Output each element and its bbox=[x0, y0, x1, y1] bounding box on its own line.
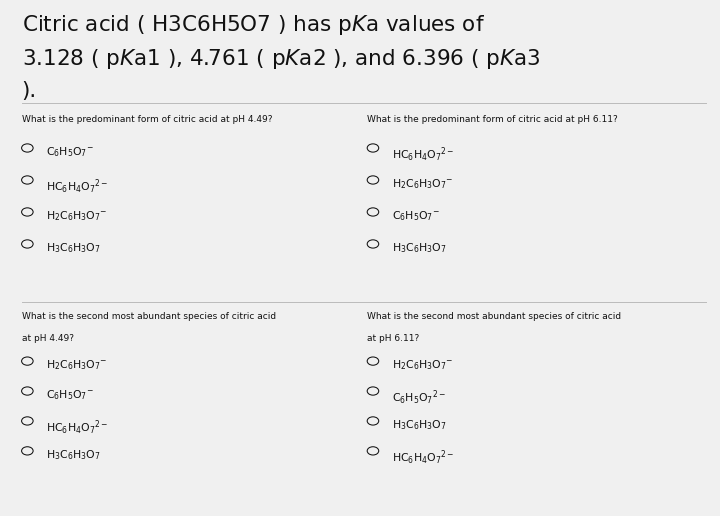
Text: HC$_{6}$H$_{4}$O$_{7}$$^{2-}$: HC$_{6}$H$_{4}$O$_{7}$$^{2-}$ bbox=[46, 178, 109, 196]
Text: What is the second most abundant species of citric acid: What is the second most abundant species… bbox=[367, 312, 621, 320]
Text: What is the predominant form of citric acid at pH 4.49?: What is the predominant form of citric a… bbox=[22, 115, 272, 123]
Text: H$_{2}$C$_{6}$H$_{3}$O$_{7}$$^{-}$: H$_{2}$C$_{6}$H$_{3}$O$_{7}$$^{-}$ bbox=[392, 359, 453, 373]
Text: H$_{2}$C$_{6}$H$_{3}$O$_{7}$$^{-}$: H$_{2}$C$_{6}$H$_{3}$O$_{7}$$^{-}$ bbox=[392, 178, 453, 191]
Text: at pH 4.49?: at pH 4.49? bbox=[22, 334, 73, 343]
Text: What is the predominant form of citric acid at pH 6.11?: What is the predominant form of citric a… bbox=[367, 115, 618, 123]
Text: H$_{3}$C$_{6}$H$_{3}$O$_{7}$: H$_{3}$C$_{6}$H$_{3}$O$_{7}$ bbox=[46, 448, 101, 462]
Text: H$_{3}$C$_{6}$H$_{3}$O$_{7}$: H$_{3}$C$_{6}$H$_{3}$O$_{7}$ bbox=[392, 418, 446, 432]
Text: H$_{2}$C$_{6}$H$_{3}$O$_{7}$$^{-}$: H$_{2}$C$_{6}$H$_{3}$O$_{7}$$^{-}$ bbox=[46, 359, 107, 373]
Text: C$_{6}$H$_{5}$O$_{7}$$^{-}$: C$_{6}$H$_{5}$O$_{7}$$^{-}$ bbox=[392, 209, 439, 223]
Text: C$_{6}$H$_{5}$O$_{7}$$^{-}$: C$_{6}$H$_{5}$O$_{7}$$^{-}$ bbox=[46, 389, 94, 402]
Text: HC$_{6}$H$_{4}$O$_{7}$$^{2-}$: HC$_{6}$H$_{4}$O$_{7}$$^{2-}$ bbox=[392, 146, 454, 164]
Text: C$_{6}$H$_{5}$O$_{7}$$^{2-}$: C$_{6}$H$_{5}$O$_{7}$$^{2-}$ bbox=[392, 389, 446, 407]
Text: C$_{6}$H$_{5}$O$_{7}$$^{-}$: C$_{6}$H$_{5}$O$_{7}$$^{-}$ bbox=[46, 146, 94, 159]
Text: H$_{3}$C$_{6}$H$_{3}$O$_{7}$: H$_{3}$C$_{6}$H$_{3}$O$_{7}$ bbox=[392, 241, 446, 255]
Text: HC$_{6}$H$_{4}$O$_{7}$$^{2-}$: HC$_{6}$H$_{4}$O$_{7}$$^{2-}$ bbox=[392, 448, 454, 467]
Text: H$_{2}$C$_{6}$H$_{3}$O$_{7}$$^{-}$: H$_{2}$C$_{6}$H$_{3}$O$_{7}$$^{-}$ bbox=[46, 209, 107, 223]
Text: ).: ). bbox=[22, 81, 37, 101]
Text: What is the second most abundant species of citric acid: What is the second most abundant species… bbox=[22, 312, 276, 320]
Text: HC$_{6}$H$_{4}$O$_{7}$$^{2-}$: HC$_{6}$H$_{4}$O$_{7}$$^{2-}$ bbox=[46, 418, 109, 437]
Text: at pH 6.11?: at pH 6.11? bbox=[367, 334, 420, 343]
Text: Citric acid ( H3C6H5O7 ) has p$\mathit{K}$a values of: Citric acid ( H3C6H5O7 ) has p$\mathit{K… bbox=[22, 13, 485, 37]
Text: H$_{3}$C$_{6}$H$_{3}$O$_{7}$: H$_{3}$C$_{6}$H$_{3}$O$_{7}$ bbox=[46, 241, 101, 255]
Text: 3.128 ( p$\mathit{K}$a1 ), 4.761 ( p$\mathit{K}$a2 ), and 6.396 ( p$\mathit{K}$a: 3.128 ( p$\mathit{K}$a1 ), 4.761 ( p$\ma… bbox=[22, 47, 540, 72]
